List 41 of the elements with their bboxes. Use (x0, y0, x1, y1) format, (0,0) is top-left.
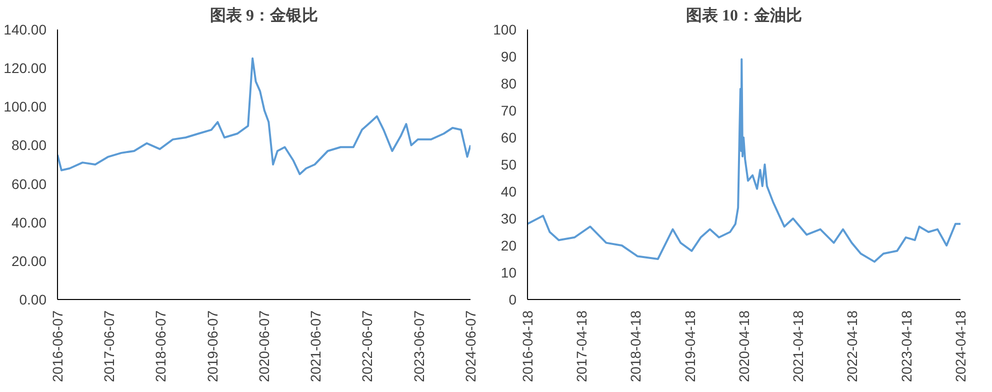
x-tick-label: 2023-04-18 (898, 310, 914, 382)
x-tick-label: 2021-06-07 (308, 310, 324, 382)
y-tick-label: 20.00 (11, 252, 47, 269)
x-tick-label: 2021-04-18 (790, 310, 806, 382)
line-series (58, 57, 470, 176)
y-tick-label: 20 (500, 238, 517, 254)
y-tick-label: 60 (500, 130, 517, 146)
x-tick-label: 2019-06-07 (204, 310, 220, 382)
x-tick-label: 2019-04-18 (682, 310, 698, 382)
y-tick-label: 70 (500, 102, 517, 118)
x-tick-label: 2017-06-07 (101, 310, 118, 382)
x-tick-label: 2024-06-07 (462, 310, 478, 382)
x-tick-label: 2016-06-07 (50, 310, 66, 382)
y-tick-label: 100.00 (4, 98, 47, 115)
y-tick-label: 80 (500, 76, 517, 92)
y-tick-label: 140.00 (4, 22, 47, 38)
y-tick-label: 90 (500, 48, 517, 64)
line-series (528, 58, 960, 263)
y-tick-label: 30 (500, 210, 517, 226)
y-tick-label: 40.00 (11, 214, 47, 230)
x-tick-label: 2018-04-18 (628, 310, 644, 382)
y-tick-label: 80.00 (11, 137, 47, 154)
x-tick-label: 2016-04-18 (520, 310, 536, 382)
x-tick-label: 2017-04-18 (574, 310, 590, 382)
x-tick-label: 2022-04-18 (844, 310, 860, 382)
x-tick-label: 2023-06-07 (410, 310, 427, 382)
y-tick-label: 0.00 (19, 292, 47, 308)
y-tick-label: 100 (493, 22, 517, 38)
y-tick-label: 120.00 (4, 60, 47, 76)
x-tick-label: 2024-04-18 (952, 310, 968, 382)
y-tick-label: 10 (500, 264, 517, 280)
x-tick-label: 2018-06-07 (152, 310, 169, 382)
y-tick-label: 40 (500, 184, 517, 200)
y-tick-label: 60.00 (11, 176, 47, 192)
y-tick-label: 0 (508, 292, 517, 308)
chart-title: 图表 9：金银比 (210, 6, 318, 24)
chart-title: 图表 10：金油比 (686, 6, 802, 24)
x-tick-label: 2020-04-18 (736, 310, 752, 382)
y-tick-label: 50 (500, 156, 517, 172)
x-tick-label: 2020-06-07 (256, 310, 272, 382)
x-tick-label: 2022-06-07 (359, 310, 376, 382)
